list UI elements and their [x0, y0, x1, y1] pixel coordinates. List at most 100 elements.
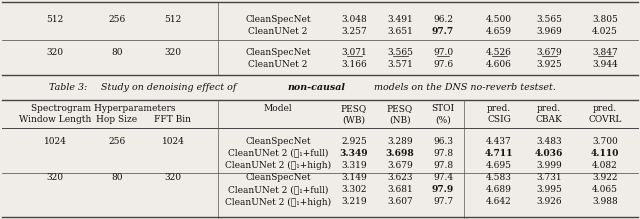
Text: 320: 320: [47, 173, 63, 182]
Text: 3.565: 3.565: [536, 14, 562, 23]
Text: 3.219: 3.219: [341, 198, 367, 207]
Text: CleanSpecNet: CleanSpecNet: [245, 48, 311, 58]
Text: 3.925: 3.925: [536, 60, 562, 69]
Text: 3.698: 3.698: [386, 148, 414, 157]
Text: 3.623: 3.623: [387, 173, 413, 182]
Text: Model: Model: [264, 104, 292, 113]
Text: 3.483: 3.483: [536, 136, 562, 145]
Text: 4.110: 4.110: [591, 148, 619, 157]
Text: non-causal: non-causal: [287, 83, 346, 92]
Text: 3.149: 3.149: [341, 173, 367, 182]
Text: 4.695: 4.695: [486, 161, 512, 170]
Text: 4.500: 4.500: [486, 14, 512, 23]
Text: CleanUNet 2 (ℓ₁+high): CleanUNet 2 (ℓ₁+high): [225, 198, 331, 207]
Text: pred.: pred.: [537, 104, 561, 113]
Text: 3.805: 3.805: [592, 14, 618, 23]
Text: 3.995: 3.995: [536, 185, 562, 194]
Text: 80: 80: [111, 48, 123, 58]
Text: Study on denoising effect of: Study on denoising effect of: [101, 83, 237, 92]
Text: 4.689: 4.689: [486, 185, 512, 194]
Text: 1024: 1024: [161, 136, 184, 145]
Text: 256: 256: [108, 14, 125, 23]
Text: CleanSpecNet: CleanSpecNet: [245, 173, 311, 182]
Text: Window Length: Window Length: [19, 115, 91, 124]
Text: CleanUNet 2: CleanUNet 2: [248, 26, 308, 35]
Text: 320: 320: [164, 173, 182, 182]
Text: 320: 320: [47, 48, 63, 58]
Text: 4.082: 4.082: [592, 161, 618, 170]
Text: 3.071: 3.071: [341, 48, 367, 58]
Text: 3.302: 3.302: [341, 185, 367, 194]
Text: 4.711: 4.711: [484, 148, 513, 157]
Text: 3.651: 3.651: [387, 26, 413, 35]
Text: 3.491: 3.491: [387, 14, 413, 23]
Text: 3.988: 3.988: [592, 198, 618, 207]
Text: 320: 320: [164, 48, 182, 58]
Text: Hop Size: Hop Size: [97, 115, 138, 124]
Text: 3.319: 3.319: [341, 161, 367, 170]
Text: 3.681: 3.681: [387, 185, 413, 194]
Text: 3.607: 3.607: [387, 198, 413, 207]
Text: CleanSpecNet: CleanSpecNet: [245, 14, 311, 23]
Text: COVRL: COVRL: [588, 115, 621, 124]
Text: 3.847: 3.847: [592, 48, 618, 58]
Text: 3.922: 3.922: [592, 173, 618, 182]
Text: 97.4: 97.4: [433, 173, 453, 182]
Text: 3.289: 3.289: [387, 136, 413, 145]
Text: 4.583: 4.583: [486, 173, 512, 182]
Text: FFT Bin: FFT Bin: [154, 115, 191, 124]
Text: 4.526: 4.526: [486, 48, 512, 58]
Text: 4.659: 4.659: [486, 26, 512, 35]
Text: 1024: 1024: [44, 136, 67, 145]
Text: 3.166: 3.166: [341, 60, 367, 69]
Text: 3.571: 3.571: [387, 60, 413, 69]
Text: 4.036: 4.036: [535, 148, 563, 157]
Text: Spectrogram Hyperparameters: Spectrogram Hyperparameters: [31, 104, 175, 113]
Text: 3.944: 3.944: [592, 60, 618, 69]
Text: models on the DNS no-reverb testset.: models on the DNS no-reverb testset.: [374, 83, 556, 92]
Text: 2.925: 2.925: [341, 136, 367, 145]
Text: (%): (%): [435, 115, 451, 124]
Text: 4.437: 4.437: [486, 136, 512, 145]
Text: 3.731: 3.731: [536, 173, 562, 182]
Text: 512: 512: [164, 14, 182, 23]
Text: 3.048: 3.048: [341, 14, 367, 23]
Text: STOI: STOI: [431, 104, 454, 113]
Text: pred.: pred.: [487, 104, 511, 113]
Text: 80: 80: [111, 173, 123, 182]
Text: (WB): (WB): [342, 115, 365, 124]
Text: 97.7: 97.7: [433, 198, 453, 207]
Text: 256: 256: [108, 136, 125, 145]
Text: CleanUNet 2: CleanUNet 2: [248, 60, 308, 69]
Text: 3.565: 3.565: [387, 48, 413, 58]
Text: 3.679: 3.679: [387, 161, 413, 170]
Text: (NB): (NB): [389, 115, 411, 124]
Text: 96.2: 96.2: [433, 14, 453, 23]
Text: pred.: pred.: [593, 104, 617, 113]
Text: CleanSpecNet: CleanSpecNet: [245, 136, 311, 145]
Text: CleanUNet 2 (ℓ₁+full): CleanUNet 2 (ℓ₁+full): [228, 185, 328, 194]
Text: 97.6: 97.6: [433, 60, 453, 69]
Text: 3.257: 3.257: [341, 26, 367, 35]
Text: CBAK: CBAK: [536, 115, 563, 124]
Text: 97.8: 97.8: [433, 148, 453, 157]
Text: 97.7: 97.7: [432, 26, 454, 35]
Text: CSIG: CSIG: [487, 115, 511, 124]
Text: 97.8: 97.8: [433, 161, 453, 170]
Text: 3.999: 3.999: [536, 161, 562, 170]
Text: 3.700: 3.700: [592, 136, 618, 145]
Text: 512: 512: [46, 14, 63, 23]
Text: 4.065: 4.065: [592, 185, 618, 194]
Text: 3.926: 3.926: [536, 198, 562, 207]
Text: 4.025: 4.025: [592, 26, 618, 35]
Text: 4.606: 4.606: [486, 60, 512, 69]
Text: Table 3:: Table 3:: [49, 83, 87, 92]
Text: CleanUNet 2 (ℓ₁+full): CleanUNet 2 (ℓ₁+full): [228, 148, 328, 157]
Text: 4.642: 4.642: [486, 198, 512, 207]
Text: 3.349: 3.349: [340, 148, 368, 157]
Text: PESQ: PESQ: [341, 104, 367, 113]
Text: CleanUNet 2 (ℓ₁+high): CleanUNet 2 (ℓ₁+high): [225, 161, 331, 170]
Text: 3.969: 3.969: [536, 26, 562, 35]
Text: 3.679: 3.679: [536, 48, 562, 58]
Text: 97.0: 97.0: [433, 48, 453, 58]
